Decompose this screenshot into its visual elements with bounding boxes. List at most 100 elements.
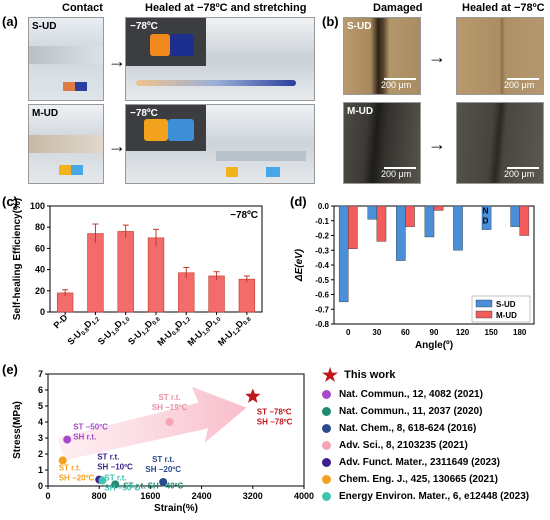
legend-label: M-UD	[496, 311, 517, 320]
y-tick-label: 20	[35, 286, 45, 296]
chart-c-bar: 0 20 40 60 80 100 Self-healing Efficiency(%) −7…	[12, 198, 263, 349]
row2-label-a: M-UD	[32, 108, 59, 119]
y-tick-label: -0.2	[315, 232, 329, 241]
micrograph-s-ud-healed: 200 μm	[456, 17, 544, 95]
panel-d-letter: (d)	[290, 194, 307, 209]
healed-title: Healed at −78ºC	[462, 2, 545, 14]
y-tick-label: -0.7	[315, 305, 329, 314]
legend-item: Nat. Chem., 8, 618-624 (2016)	[322, 423, 476, 434]
y-tick-label: 0.0	[318, 202, 330, 211]
data-point	[111, 480, 120, 489]
row2-label-b: M-UD	[347, 106, 374, 117]
panel-c-letter: (c)	[2, 194, 18, 209]
y-tick-label: -0.8	[315, 320, 329, 329]
bar-s-ud	[510, 205, 520, 227]
legend-label: Chem. Eng. J., 425, 130665 (2021)	[339, 474, 498, 485]
x-tick-label: 1600	[140, 491, 160, 501]
chart-d-bar: 0.0 -0.1 -0.2 -0.3 -0.4 -0.5 -0.6 -0.7 -0.8 ΔE(eV…	[294, 202, 535, 351]
legend-label: Nat. Commun., 12, 4082 (2021)	[339, 389, 483, 400]
y-tick-label: -0.5	[315, 276, 329, 285]
y-axis-label: Self-healing Efficiency(%)	[12, 198, 23, 320]
legend-label: This work	[344, 369, 396, 381]
healed-stretch-title: Healed at −78ºC and stretching	[145, 2, 307, 14]
bar	[178, 272, 195, 313]
y-tick-label: 60	[35, 243, 45, 253]
y-tick-label: 4	[38, 417, 43, 427]
data-point	[63, 435, 72, 444]
y-axis-label: ΔE(eV)	[294, 248, 305, 282]
y-tick-label: 0	[40, 307, 45, 317]
y-tick-label: 1	[38, 465, 43, 475]
chart-e-legend: ★ This work Nat. Commun., 12, 4082 (2021) N…	[322, 366, 550, 516]
legend-marker	[322, 407, 331, 416]
bar-s-ud	[481, 205, 492, 230]
scale-bar-label: 200 μm	[504, 80, 535, 90]
y-tick-label: 5	[38, 401, 43, 411]
legend-item: Energy Environ. Mater., 6, e12448 (2023)	[322, 491, 529, 502]
bar-m-ud	[348, 205, 358, 249]
bar-s-ud	[396, 205, 406, 261]
y-tick-label: -0.4	[315, 261, 329, 270]
chart-annotation: −78ºC	[230, 210, 258, 221]
panel-e-letter: (e)	[2, 362, 18, 377]
x-tick-label: 90	[430, 328, 439, 337]
point-label: SH −10ºC	[97, 463, 133, 472]
scale-bar-label: 200 μm	[504, 169, 535, 179]
legend-item: Nat. Commun., 11, 2037 (2020)	[322, 406, 482, 417]
legend-item: Adv. Sci., 8, 2103235 (2021)	[322, 440, 468, 451]
temp-tag-1: −78ºC	[130, 21, 158, 32]
x-tick-label: S-U1.0D1.0	[96, 312, 132, 348]
legend-label: Nat. Chem., 8, 618-624 (2016)	[339, 423, 477, 434]
x-axis-label: Strain(%)	[154, 503, 198, 514]
panel-b-letter: (b)	[322, 14, 339, 29]
point-label: SH r.t.	[73, 433, 96, 442]
row1-label-a: S-UD	[32, 21, 57, 32]
x-tick-label: 180	[513, 328, 527, 337]
bar	[87, 233, 104, 313]
legend-label: S-UD	[496, 300, 516, 309]
y-tick-label: 0	[38, 481, 43, 491]
y-tick-label: 6	[38, 385, 43, 395]
data-point-star	[245, 388, 261, 403]
bar-s-ud	[338, 205, 349, 303]
x-tick-label: 0	[45, 491, 50, 501]
legend-marker	[322, 390, 331, 399]
legend-item: Nat. Commun., 12, 4082 (2021)	[322, 389, 483, 400]
legend-swatch	[475, 310, 493, 319]
legend-marker	[322, 492, 331, 501]
row1-label-b: S-UD	[347, 21, 372, 32]
photo-s-ud-contact: S-UD	[28, 17, 104, 101]
plot-frame	[47, 373, 305, 487]
x-tick-label: P-D	[52, 312, 70, 330]
legend-label: Energy Environ. Mater., 6, e12448 (2023)	[339, 491, 530, 502]
trend-arrow	[57, 386, 247, 461]
legend-marker	[322, 475, 331, 484]
legend-label: Adv. Funct. Mater., 2311649 (2023)	[339, 457, 501, 468]
y-tick-label: 3	[38, 433, 43, 443]
chart-e-scatter: 0 1 2 3 4 5 6 7 0 800 1600 2400 3200 4000 Strain(%) Str…	[12, 369, 314, 514]
micrograph-m-ud-healed: 200 μm	[456, 102, 544, 184]
point-label: ST −78ºC	[257, 407, 292, 416]
arrow-icon: →	[428, 134, 446, 154]
legend-marker	[322, 424, 331, 433]
y-tick-label: -0.3	[315, 246, 329, 255]
legend-item: ★ This work	[322, 366, 395, 384]
x-tick-label: 30	[372, 328, 381, 337]
x-tick-label: M-U1.0D1.0	[185, 312, 222, 349]
x-tick-label: 800	[92, 491, 107, 501]
temp-tag-2: −78ºC	[130, 108, 158, 119]
legend-item: Chem. Eng. J., 425, 130665 (2021)	[322, 474, 498, 485]
point-label: ST r.t.	[59, 463, 81, 472]
data-point	[159, 478, 168, 486]
data-point	[165, 418, 174, 426]
point-label: SH −20ºC	[145, 465, 181, 474]
x-tick-label: 2400	[192, 491, 212, 501]
damaged-title: Damaged	[373, 2, 423, 14]
point-label: ST r.t.	[104, 473, 126, 482]
arrow-icon: →	[108, 136, 126, 156]
x-tick-label: 0	[346, 328, 351, 337]
legend-label: Adv. Sci., 8, 2103235 (2021)	[339, 440, 468, 451]
photo-m-ud-healed: −78ºC	[125, 104, 315, 184]
bar	[238, 278, 256, 313]
x-tick-label: 3200	[243, 491, 263, 501]
